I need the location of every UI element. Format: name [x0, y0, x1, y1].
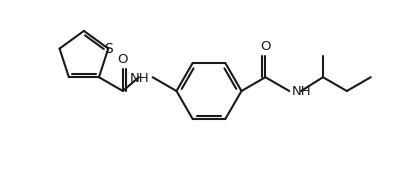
Text: O: O [117, 53, 128, 66]
Text: NH: NH [130, 72, 150, 85]
Text: S: S [104, 42, 112, 56]
Text: O: O [260, 40, 270, 53]
Text: NH: NH [292, 86, 312, 98]
